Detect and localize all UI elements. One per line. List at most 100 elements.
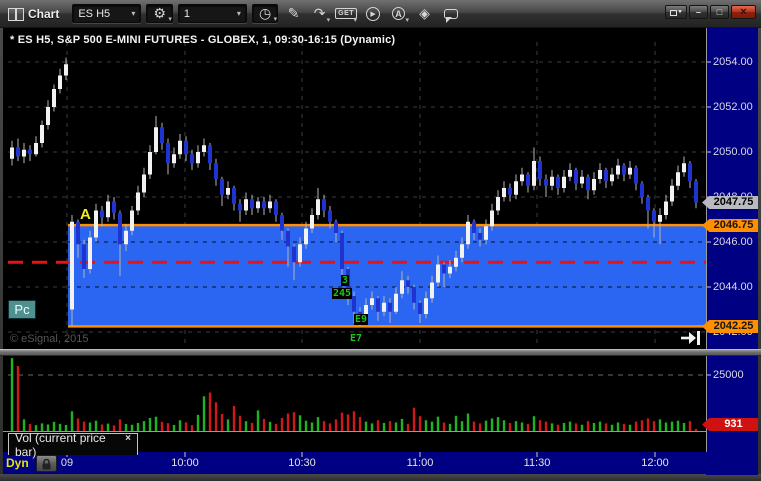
candle bbox=[106, 201, 110, 218]
candle bbox=[592, 179, 596, 191]
symbol-settings-button[interactable]: ⚙ ▾ bbox=[146, 4, 173, 23]
candle bbox=[430, 282, 434, 299]
time-axis-label: 11:00 bbox=[406, 457, 434, 469]
format-style-button[interactable]: ◈ bbox=[414, 4, 435, 23]
candle bbox=[658, 215, 662, 222]
window-menu-button[interactable]: ▾ bbox=[665, 5, 687, 19]
volume-bar bbox=[100, 424, 104, 431]
candle bbox=[622, 165, 626, 175]
volume-bar bbox=[628, 424, 632, 431]
minimize-button[interactable]: – bbox=[689, 5, 708, 19]
candle bbox=[124, 230, 128, 245]
volume-study-tab[interactable]: Vol (current price bar) × bbox=[8, 431, 138, 459]
chevron-down-icon: ▾ bbox=[326, 17, 331, 24]
time-axis[interactable] bbox=[3, 452, 758, 474]
auto-annotation-button[interactable]: A ▾ bbox=[388, 4, 410, 24]
price-axis[interactable] bbox=[706, 28, 758, 475]
volume-bar bbox=[430, 421, 434, 431]
volume-bar bbox=[490, 418, 494, 431]
candle bbox=[208, 145, 212, 164]
zone-price-badge: 2042.25 bbox=[702, 320, 758, 333]
volume-bar bbox=[436, 416, 440, 431]
volume-bar bbox=[322, 421, 326, 431]
volume-bar bbox=[346, 414, 350, 431]
comment-button[interactable] bbox=[440, 4, 461, 23]
lock-scale-button[interactable] bbox=[36, 455, 57, 472]
window-frame-right bbox=[758, 0, 761, 481]
volume-bar bbox=[394, 422, 398, 431]
candle bbox=[112, 201, 116, 213]
get-icon: GET bbox=[335, 8, 358, 19]
candle bbox=[202, 145, 206, 152]
candle bbox=[64, 64, 68, 76]
volume-bar bbox=[148, 418, 152, 431]
volume-bar bbox=[196, 414, 200, 431]
volume-bar bbox=[52, 421, 56, 431]
volume-bar bbox=[538, 420, 542, 431]
last-price-badge: 2047.75 bbox=[702, 196, 758, 209]
volume-bar bbox=[22, 419, 26, 431]
window-icon bbox=[670, 9, 678, 16]
volume-bar bbox=[424, 420, 428, 431]
axis-ticks-layer bbox=[66, 61, 711, 457]
candle bbox=[76, 221, 80, 245]
volume-bar bbox=[82, 421, 86, 431]
volume-bar bbox=[622, 423, 626, 431]
maximize-button[interactable]: □ bbox=[710, 5, 729, 19]
candle bbox=[16, 147, 20, 157]
volume-bar bbox=[640, 420, 644, 431]
pane-divider[interactable] bbox=[0, 349, 761, 356]
volume-bar bbox=[220, 413, 224, 431]
volume-bar bbox=[232, 405, 236, 431]
volume-bar bbox=[88, 422, 92, 431]
candle bbox=[322, 199, 326, 211]
volume-bar bbox=[616, 422, 620, 431]
volume-bar bbox=[262, 418, 266, 431]
volume-bar bbox=[178, 420, 182, 431]
line-study-button[interactable]: ↷ ▾ bbox=[309, 4, 331, 24]
close-button[interactable]: × bbox=[731, 5, 756, 19]
candle bbox=[34, 143, 38, 155]
volume-bar bbox=[502, 420, 506, 431]
get-data-button[interactable]: GET ▾ bbox=[335, 4, 358, 24]
draw-tool-button[interactable]: ✎ bbox=[283, 4, 304, 23]
chevron-down-icon: ▾ bbox=[405, 17, 410, 24]
volume-bar bbox=[136, 422, 140, 431]
candle bbox=[616, 165, 620, 175]
candle bbox=[550, 176, 554, 186]
candle bbox=[274, 201, 278, 215]
symbol-dropdown[interactable]: ES H5 ▾ bbox=[72, 4, 142, 23]
candle bbox=[334, 221, 338, 233]
candle bbox=[526, 174, 530, 186]
volume-bar bbox=[304, 420, 308, 431]
candle bbox=[262, 201, 266, 209]
volume-bar bbox=[130, 424, 134, 431]
volume-bar bbox=[610, 424, 614, 431]
diamond-icon: ◈ bbox=[419, 5, 430, 21]
curve-arrow-icon: ↷ bbox=[313, 5, 326, 21]
volume-bar bbox=[172, 424, 176, 431]
interval-dropdown[interactable]: 1 ▾ bbox=[177, 4, 247, 23]
time-template-button[interactable]: ◷ ▾ bbox=[251, 4, 279, 23]
volume-bar bbox=[34, 425, 38, 431]
candle bbox=[52, 89, 56, 107]
title-bar[interactable]: Chart ES H5 ▾ ⚙ ▾ 1 ▾ ◷ ▾ ✎ ↷ ▾ GET ▾ ▶ bbox=[0, 0, 761, 28]
play-button[interactable]: ▶ bbox=[362, 4, 383, 23]
volume-axis-label: 25000 bbox=[713, 369, 744, 381]
volume-bar bbox=[526, 423, 530, 431]
time-axis-label: 10:00 bbox=[171, 457, 199, 469]
clock-icon: ◷ bbox=[258, 5, 272, 21]
candle bbox=[340, 233, 344, 269]
close-icon[interactable]: × bbox=[125, 433, 131, 444]
volume-bar bbox=[40, 423, 44, 431]
candle bbox=[532, 161, 536, 186]
candle bbox=[70, 221, 74, 310]
candle bbox=[472, 221, 476, 233]
volume-bar bbox=[478, 423, 482, 431]
volume-bar bbox=[400, 418, 404, 431]
candle bbox=[304, 228, 308, 245]
volume-bar bbox=[562, 422, 566, 431]
candle bbox=[310, 215, 314, 229]
candle bbox=[574, 170, 578, 184]
